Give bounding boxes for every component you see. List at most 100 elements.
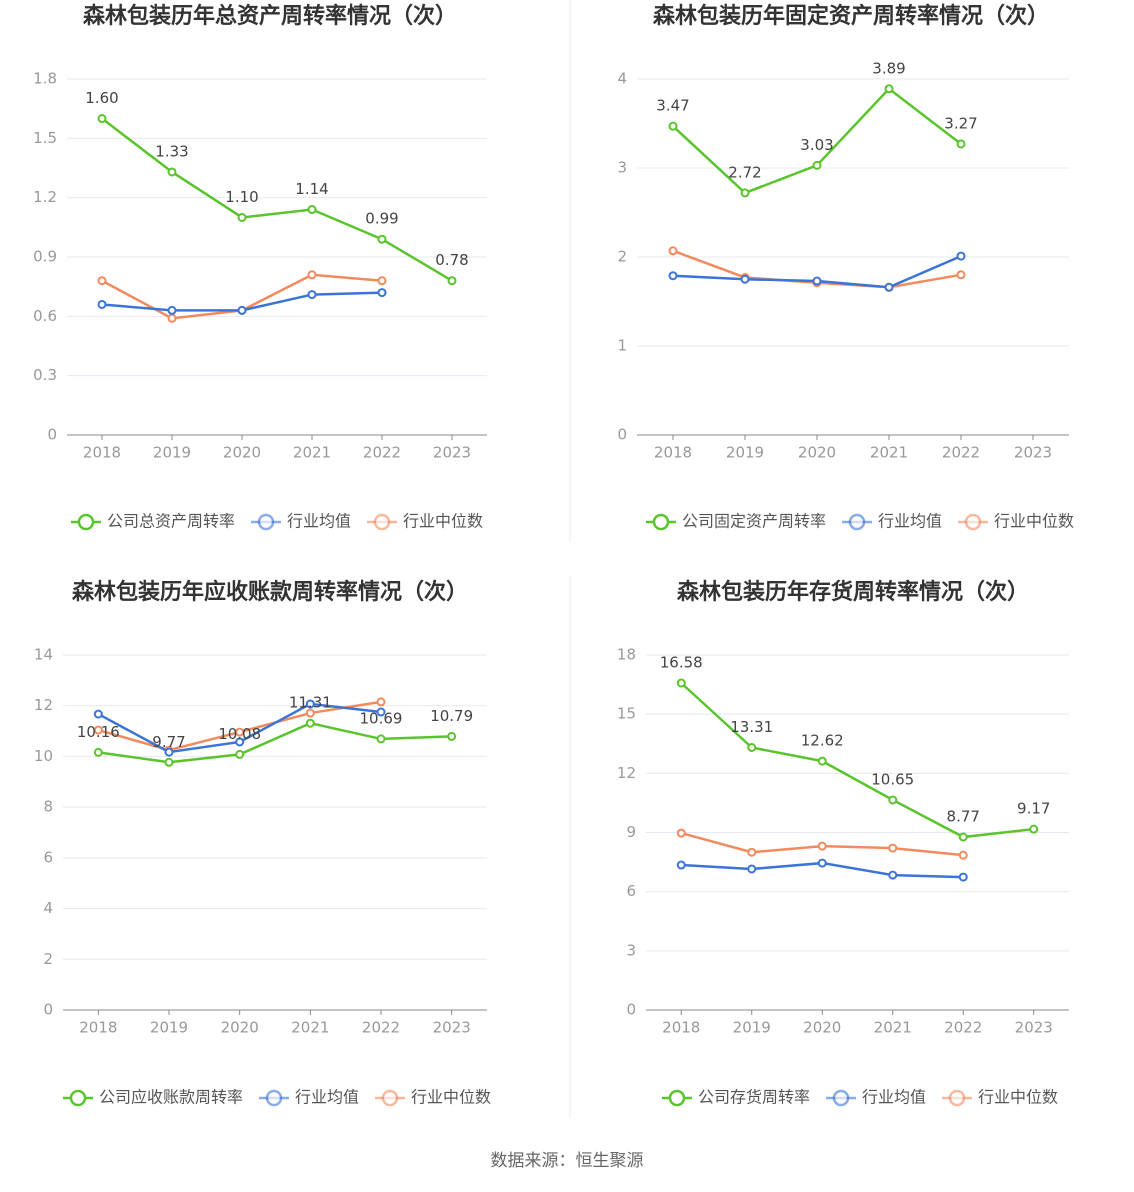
legend-marker bbox=[652, 513, 670, 531]
y-tick-label: 3 bbox=[626, 941, 636, 959]
data-point bbox=[747, 864, 757, 874]
data-label: 8.77 bbox=[947, 808, 980, 826]
data-label: 3.03 bbox=[800, 136, 833, 154]
data-point bbox=[668, 246, 678, 256]
x-tick-label: 2023 bbox=[433, 1019, 471, 1037]
legend-label: 行业中位数 bbox=[978, 1088, 1058, 1107]
data-point bbox=[888, 795, 898, 805]
x-tick-label: 2023 bbox=[433, 444, 471, 462]
y-tick-label: 8 bbox=[43, 798, 53, 816]
x-tick-label: 2019 bbox=[733, 1019, 771, 1037]
y-tick-label: 1.5 bbox=[33, 129, 57, 147]
x-tick-label: 2021 bbox=[293, 444, 331, 462]
legend-label: 行业均值 bbox=[287, 512, 351, 531]
data-label: 0.78 bbox=[435, 251, 468, 269]
data-point bbox=[888, 843, 898, 853]
data-point bbox=[167, 313, 177, 323]
x-tick-label: 2022 bbox=[362, 1019, 400, 1037]
data-label: 16.58 bbox=[660, 654, 703, 672]
legend-marker bbox=[668, 1089, 686, 1107]
data-label: 11.31 bbox=[289, 694, 332, 712]
data-point bbox=[747, 742, 757, 752]
data-point bbox=[447, 731, 457, 741]
x-tick-label: 2019 bbox=[150, 1019, 188, 1037]
data-point bbox=[676, 828, 686, 838]
chart-title: 森林包装历年总资产周转率情况（次） bbox=[83, 3, 457, 29]
data-point bbox=[305, 699, 315, 709]
data-point bbox=[668, 121, 678, 131]
chart-title: 森林包装历年应收账款周转率情况（次） bbox=[72, 579, 468, 605]
legend-marker bbox=[69, 1089, 87, 1107]
x-tick-label: 2018 bbox=[79, 1019, 117, 1037]
x-tick-label: 2023 bbox=[1015, 1019, 1053, 1037]
data-point bbox=[884, 282, 894, 292]
data-point bbox=[93, 709, 103, 719]
chart-title: 森林包装历年存货周转率情况（次） bbox=[677, 579, 1029, 605]
data-point bbox=[812, 276, 822, 286]
data-point bbox=[167, 167, 177, 177]
legend-marker bbox=[265, 1089, 283, 1107]
data-point bbox=[447, 276, 457, 286]
data-point bbox=[747, 847, 757, 857]
legend-marker bbox=[948, 1089, 966, 1107]
data-point bbox=[958, 850, 968, 860]
legend-label: 公司存货周转率 bbox=[698, 1088, 810, 1107]
legend-label: 行业均值 bbox=[862, 1088, 926, 1107]
y-tick-label: 4 bbox=[617, 70, 627, 88]
data-point bbox=[164, 747, 174, 757]
y-tick-label: 10 bbox=[34, 747, 53, 765]
y-tick-label: 2 bbox=[43, 950, 53, 968]
data-point bbox=[740, 274, 750, 284]
legend-marker bbox=[77, 513, 95, 531]
legend-label: 行业中位数 bbox=[411, 1088, 491, 1107]
data-label: 2.72 bbox=[728, 163, 761, 181]
data-label: 10.69 bbox=[360, 709, 403, 727]
chart-title: 森林包装历年固定资产周转率情况（次） bbox=[653, 3, 1049, 29]
y-tick-label: 0 bbox=[626, 1001, 636, 1019]
y-tick-label: 0.9 bbox=[33, 248, 57, 266]
data-label: 3.89 bbox=[872, 59, 905, 77]
data-point bbox=[376, 734, 386, 744]
legend-marker bbox=[832, 1089, 850, 1107]
series-line bbox=[101, 117, 453, 282]
data-label: 10.08 bbox=[218, 725, 261, 743]
data-point bbox=[817, 841, 827, 851]
legend-label: 行业中位数 bbox=[994, 512, 1074, 531]
data-label: 9.77 bbox=[152, 733, 185, 751]
data-label: 13.31 bbox=[730, 718, 773, 736]
data-point bbox=[888, 870, 898, 880]
data-point bbox=[812, 160, 822, 170]
data-label: 3.47 bbox=[656, 97, 689, 115]
x-tick-label: 2020 bbox=[221, 1019, 259, 1037]
y-tick-label: 0.3 bbox=[33, 366, 57, 384]
data-point bbox=[235, 749, 245, 759]
y-tick-label: 0.6 bbox=[33, 307, 57, 325]
legend-marker bbox=[964, 513, 982, 531]
data-point bbox=[956, 270, 966, 280]
data-point bbox=[817, 756, 827, 766]
data-point bbox=[377, 276, 387, 286]
data-point bbox=[307, 270, 317, 280]
y-tick-label: 1.8 bbox=[33, 70, 57, 88]
y-tick-label: 0 bbox=[617, 426, 627, 444]
data-label: 0.99 bbox=[365, 210, 398, 228]
data-point bbox=[676, 860, 686, 870]
data-point bbox=[164, 757, 174, 767]
legend-marker bbox=[257, 513, 275, 531]
x-tick-label: 2021 bbox=[291, 1019, 329, 1037]
y-tick-label: 0 bbox=[43, 1001, 53, 1019]
y-tick-label: 4 bbox=[43, 899, 53, 917]
data-point bbox=[956, 139, 966, 149]
y-tick-label: 6 bbox=[626, 882, 636, 900]
data-label: 12.62 bbox=[801, 732, 844, 750]
data-label: 3.27 bbox=[944, 114, 977, 132]
data-point bbox=[740, 188, 750, 198]
data-point bbox=[305, 718, 315, 728]
legend-label: 行业均值 bbox=[878, 512, 942, 531]
data-point bbox=[676, 678, 686, 688]
legend-label: 公司固定资产周转率 bbox=[682, 512, 826, 531]
y-tick-label: 1 bbox=[617, 337, 627, 355]
data-label: 1.10 bbox=[225, 188, 258, 206]
y-tick-label: 9 bbox=[626, 823, 636, 841]
